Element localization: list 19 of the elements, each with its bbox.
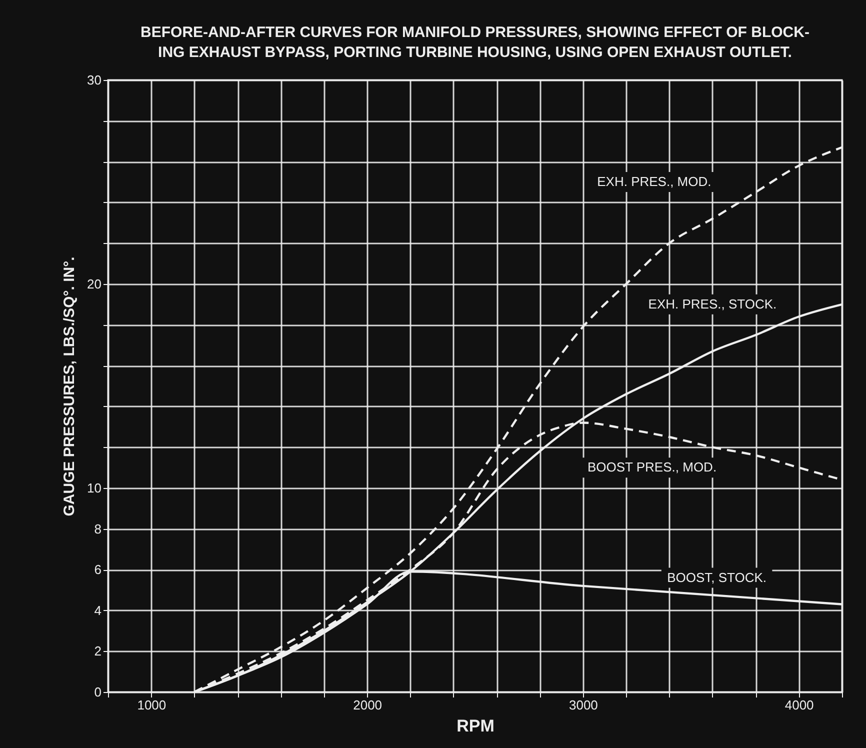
x-axis-title: RPM xyxy=(456,716,494,736)
x-tick-label: 4000 xyxy=(784,698,814,712)
series-label: BOOST, STOCK. xyxy=(667,570,767,585)
y-tick-label: 4 xyxy=(94,602,102,618)
y-tick-label: 30 xyxy=(87,72,102,88)
y-tick-label: 8 xyxy=(94,521,102,536)
x-tick-label: 2000 xyxy=(353,698,382,712)
text: EXH. PRES., MOD. xyxy=(597,174,712,189)
y-tick-label: 2 xyxy=(94,644,102,659)
series-label: EXH. PRES., STOCK. xyxy=(648,296,777,312)
y-tick-label: 6 xyxy=(94,562,102,578)
x-tick-label: 1000 xyxy=(137,698,166,712)
y-axis-title: GAUGE PRESSURES, LBS./SQ°. IN°. xyxy=(61,256,78,516)
y-tick-label: 10 xyxy=(87,480,102,496)
y-tick-label: 0 xyxy=(94,684,102,700)
series-label: BOOST PRES., MOD. xyxy=(587,460,717,475)
x-tick-label: 3000 xyxy=(568,698,598,712)
chart-title: BEFORE-AND-AFTER CURVES FOR MANIFOLD PRESSURES, SHOWING EFFECT OF BLOCK-ING EXHAUST BYPASS, PORTING TURBINE HOUSING, USING OPEN EXHAUST OUTLET. xyxy=(140,24,810,61)
y-tick-label: 20 xyxy=(87,276,102,292)
